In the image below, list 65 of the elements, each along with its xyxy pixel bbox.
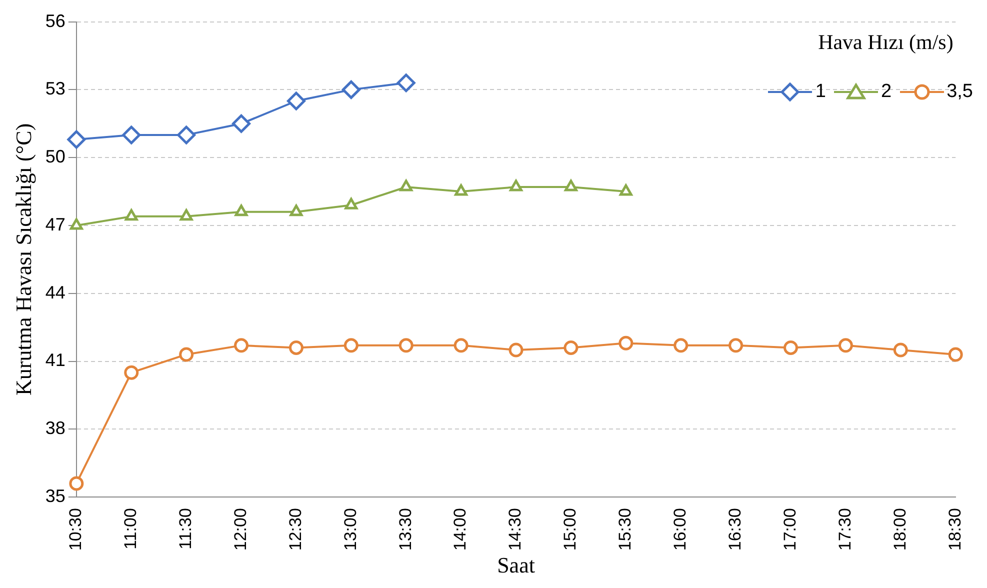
point [234,204,248,216]
point [564,340,578,355]
y-axis-title: Kurutma Havası Sıcaklığı (°C) [10,123,36,396]
point [893,342,908,358]
y-tick-label: 35 [45,486,66,506]
x-tick-label: 13:00 [340,508,360,551]
x-tick-label: 15:30 [616,508,635,551]
point [232,114,251,133]
x-tick-label: 13:30 [396,508,415,551]
point [618,336,634,350]
point [454,184,468,196]
x-tick-label: 14:00 [450,508,470,551]
point [344,338,358,353]
point [398,338,414,353]
x-tick-label: 14:30 [506,508,525,551]
point [124,365,139,380]
point [400,180,413,192]
x-tick-label: 10:30 [66,508,86,551]
point [619,184,632,196]
x-tick-label: 11:30 [176,508,196,550]
x-tick-label: 18:30 [945,508,964,551]
x-tick-label: 17:00 [780,508,800,551]
y-tick-label: 53 [45,78,66,99]
y-tick-label: 38 [45,418,66,438]
point [508,342,524,358]
point [396,74,416,92]
legend-label: 2 [881,81,892,103]
y-tick-label: 50 [45,146,66,167]
point [674,338,688,353]
point [290,204,303,216]
x-tick-label: 12:30 [286,508,305,551]
y-tick-label: 44 [45,282,66,302]
point [838,338,853,353]
point [122,126,141,144]
y-tick-label: 41 [45,350,66,370]
point [728,338,744,353]
point [286,92,306,110]
x-tick-label: 15:00 [560,508,580,551]
x-tick-label: 17:30 [835,508,854,551]
y-tick-label: 56 [45,10,66,31]
point [67,130,86,149]
legend-title: Hava Hızı (m/s) [817,30,954,55]
point [564,180,578,192]
x-tick-label: 18:00 [890,508,910,551]
legend-label: 1 [815,81,826,103]
x-tick-label: 16:00 [670,508,690,551]
x-tick-label: 11:00 [121,508,140,550]
point [180,209,193,221]
point [948,347,963,362]
point [177,126,196,144]
point [454,338,468,353]
x-tick-label: 12:00 [230,508,250,551]
legend-label: 3,5 [946,81,973,103]
point [288,340,304,355]
point [342,80,360,99]
point [69,476,84,491]
point [344,198,358,210]
x-tick-label: 16:30 [725,508,744,551]
x-axis-title: Saat [497,552,535,578]
point [179,347,194,362]
point [234,338,249,353]
point [784,340,798,355]
point [510,180,522,192]
y-tick-label: 47 [45,214,66,234]
point [124,209,138,221]
